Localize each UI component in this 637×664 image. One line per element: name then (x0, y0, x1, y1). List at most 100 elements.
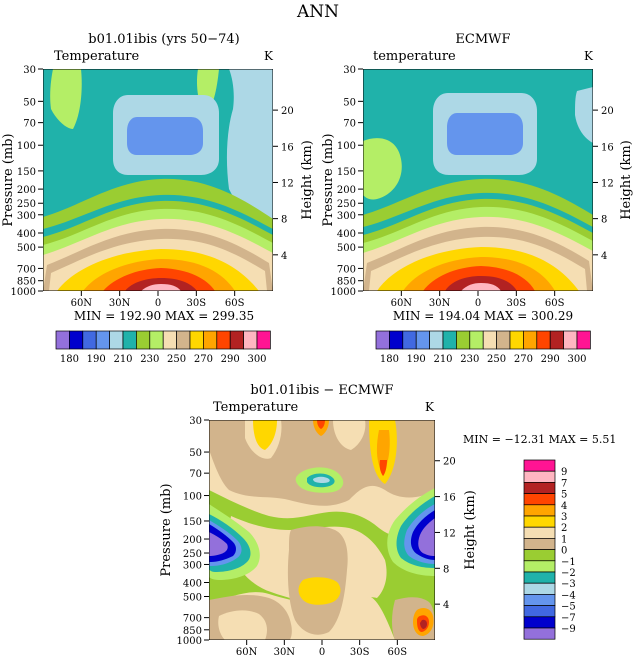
colorbar-label: 4 (561, 501, 567, 512)
lat-tick-label: 60S (388, 647, 408, 658)
pressure-tick-label: 250 (337, 199, 356, 210)
contour-region (313, 476, 330, 483)
colorbar-label: 190 (407, 354, 426, 365)
ylabel-left: Pressure (mb) (1, 133, 16, 226)
colorbar-label: 270 (194, 354, 213, 365)
colorbar-label: 5 (561, 490, 567, 501)
pressure-tick-label: 50 (23, 97, 36, 108)
colorbar-swatch (189, 330, 204, 350)
pressure-tick-label: 100 (183, 492, 202, 503)
colorbar-swatch (523, 616, 556, 629)
colorbar-label: 230 (140, 354, 159, 365)
colorbar-label: 1 (561, 534, 567, 545)
colorbar-swatch (229, 330, 244, 350)
colorbar-swatch (509, 330, 524, 350)
lat-axis: 60N 30N 0 30S 60S (71, 291, 245, 309)
pressure-tick-label: 1000 (11, 287, 36, 298)
panel-diff: b01.01ibis − ECMWF Temperature K (159, 383, 616, 658)
pressure-tick-label: 400 (337, 229, 356, 240)
panel-obs: ECMWF temperature K 30507010015020025030… (321, 32, 634, 365)
colorbar-swatch (523, 582, 556, 595)
pressure-tick-label: 250 (183, 549, 202, 560)
colorbar-label: −9 (561, 624, 576, 635)
colorbar-swatch (402, 330, 417, 350)
lat-tick-label: 30N (109, 298, 131, 309)
colorbar-swatch (536, 330, 551, 350)
colorbar-swatch (456, 330, 471, 350)
pressure-tick-label: 300 (337, 211, 356, 222)
lat-axis: 60N 30N 0 30S 60S (391, 291, 565, 309)
colorbar-swatch (496, 330, 511, 350)
panel-unit: K (264, 49, 274, 63)
contour-region (50, 69, 82, 129)
colorbar-swatch (429, 330, 444, 350)
colorbar-swatch (523, 459, 556, 472)
colorbar-label: −3 (561, 579, 576, 590)
height-tick-label: 20 (443, 457, 456, 468)
colorbar-label: −7 (561, 613, 576, 624)
pressure-tick-label: 400 (183, 579, 202, 590)
colorbar-label: −2 (561, 568, 576, 579)
colorbar-swatch (563, 330, 578, 350)
colorbar-label: 7 (561, 478, 567, 489)
colorbar-swatch (576, 330, 591, 350)
panel-model: b01.01ibis (yrs 50−74) Temperature K 30 5… (1, 32, 315, 365)
panel-title: b01.01ibis − ECMWF (250, 383, 393, 398)
min-max-label: MIN = 194.04 MAX = 300.29 (393, 309, 573, 323)
ylabel-right: Height (km) (619, 140, 634, 220)
height-tick-label: 16 (281, 142, 294, 153)
contour-region (333, 420, 366, 450)
panel-title: ECMWF (455, 32, 510, 47)
height-tick-label: 12 (601, 178, 614, 189)
colorbar-swatch (523, 627, 556, 640)
pressure-tick-label: 70 (343, 119, 356, 130)
contour-region (298, 577, 341, 605)
panel-unit: K (584, 49, 594, 63)
lat-tick-label: 30S (187, 298, 207, 309)
colorbar-swatch (69, 330, 84, 350)
pressure-tick-label: 200 (17, 185, 36, 196)
colorbar-swatch (523, 560, 556, 573)
height-tick-label: 12 (443, 528, 456, 539)
panel-title: b01.01ibis (yrs 50−74) (88, 32, 239, 47)
colorbar-label: −4 (561, 590, 576, 601)
pressure-tick-label: 1000 (177, 636, 202, 647)
colorbar-swatch (55, 330, 70, 350)
colorbar-swatch (216, 330, 231, 350)
colorbar-label: −1 (561, 557, 576, 568)
colorbar-label: 9 (561, 467, 567, 478)
height-tick-label: 16 (601, 142, 614, 153)
contour-region (141, 284, 181, 291)
colorbar-label: −5 (561, 602, 576, 613)
lat-tick-label: 60N (391, 298, 413, 309)
contour-region (226, 69, 273, 224)
pressure-tick-label: 500 (17, 243, 36, 254)
lat-tick-label: 30S (507, 298, 527, 309)
pressure-tick-label: 70 (189, 469, 202, 480)
colorbar-swatch (95, 330, 110, 350)
height-tick-label: 8 (281, 215, 287, 226)
contour-region (461, 283, 501, 291)
lat-tick-label: 60N (71, 298, 93, 309)
height-tick-label: 8 (601, 215, 607, 226)
colorbar-label: 0 (561, 546, 567, 557)
colorbar-swatch (176, 330, 191, 350)
lat-tick-label: 60N (236, 647, 258, 658)
pressure-tick-label: 500 (337, 243, 356, 254)
lat-tick-label: 30S (350, 647, 370, 658)
height-axis: 20 16 12 8 4 (593, 106, 614, 262)
colorbar-swatch (149, 330, 164, 350)
pressure-tick-label: 1000 (331, 287, 356, 298)
pressure-tick-label: 850 (17, 277, 36, 288)
colorbar-swatch (203, 330, 218, 350)
lat-axis: 60N 30N 0 30S 60S (236, 640, 407, 658)
pressure-tick-label: 150 (17, 167, 36, 178)
colorbar-label: 290 (541, 354, 560, 365)
height-axis: 20 16 12 8 4 (273, 106, 294, 262)
pressure-tick-label: 400 (17, 229, 36, 240)
lat-tick-label: 60S (225, 298, 245, 309)
